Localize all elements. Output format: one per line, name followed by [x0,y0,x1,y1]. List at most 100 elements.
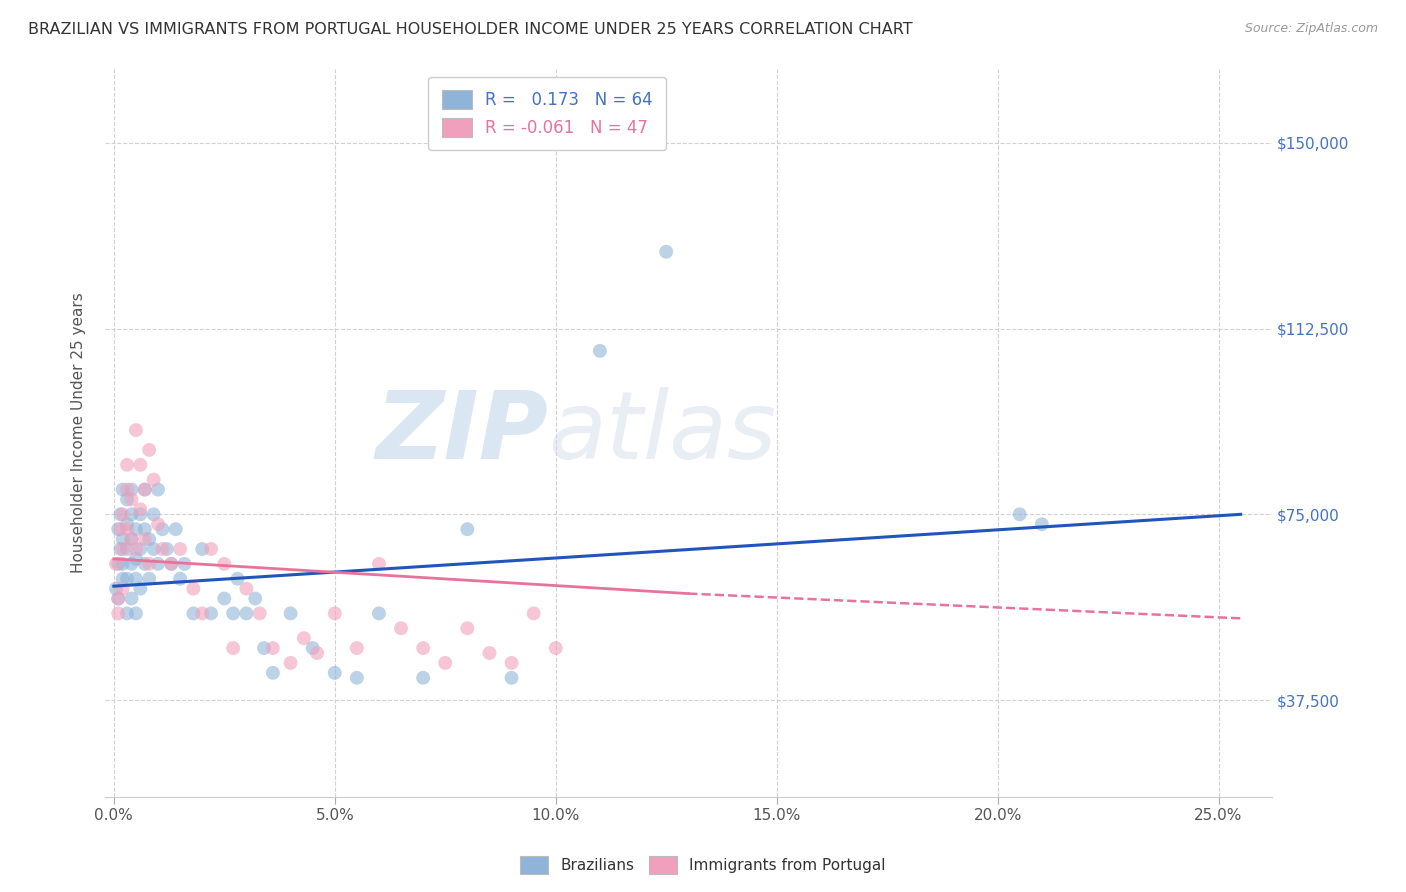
Point [501,671,523,685]
Point [1031,517,1053,532]
Point [121,483,143,497]
Point [323,607,346,621]
Point [115,541,138,556]
Point [115,607,138,621]
Text: atlas: atlas [548,387,776,478]
Point [129,582,152,596]
Point [214,591,236,606]
Point [280,607,302,621]
Point [125,522,148,536]
Point [111,582,134,596]
Point [191,541,214,556]
Point [134,557,156,571]
Point [523,607,546,621]
Point [105,557,128,571]
Point [183,607,205,621]
Point [107,591,129,606]
Point [142,473,165,487]
Point [434,656,457,670]
Point [121,508,143,522]
Point [262,665,284,680]
Point [129,502,152,516]
Point [200,541,222,556]
Text: BRAZILIAN VS IMMIGRANTS FROM PORTUGAL HOUSEHOLDER INCOME UNDER 25 YEARS CORRELAT: BRAZILIAN VS IMMIGRANTS FROM PORTUGAL HO… [28,22,912,37]
Point [323,665,346,680]
Point [129,458,152,472]
Point [222,641,245,656]
Point [214,557,236,571]
Point [301,641,323,656]
Point [292,631,315,645]
Point [235,582,257,596]
Point [115,483,138,497]
Point [111,532,134,546]
Point [134,522,156,536]
Point [125,552,148,566]
Point [368,557,391,571]
Point [138,442,160,457]
Point [456,522,478,536]
Point [173,557,195,571]
Point [125,541,148,556]
Point [589,343,612,358]
Point [412,671,434,685]
Point [191,607,214,621]
Point [134,483,156,497]
Point [235,607,257,621]
Point [115,517,138,532]
Point [115,458,138,472]
Point [1008,508,1031,522]
Point [146,557,169,571]
Point [138,532,160,546]
Point [262,641,284,656]
Point [107,557,129,571]
Point [165,522,187,536]
Point [142,541,165,556]
Y-axis label: Householder Income Under 25 years: Householder Income Under 25 years [72,293,86,573]
Point [110,522,132,536]
Point [129,541,152,556]
Text: Source: ZipAtlas.com: Source: ZipAtlas.com [1244,22,1378,36]
Point [111,483,134,497]
Point [280,656,302,670]
Point [134,483,156,497]
Legend: Brazilians, Immigrants from Portugal: Brazilians, Immigrants from Portugal [515,850,891,880]
Point [115,572,138,586]
Point [110,541,132,556]
Point [152,522,174,536]
Point [107,607,129,621]
Point [134,532,156,546]
Point [200,607,222,621]
Point [183,582,205,596]
Point [125,572,148,586]
Point [156,541,179,556]
Point [226,572,249,586]
Point [307,646,329,660]
Point [346,641,368,656]
Point [121,532,143,546]
Point [105,582,128,596]
Point [107,591,129,606]
Point [146,483,169,497]
Point [456,621,478,635]
Point [121,557,143,571]
Point [129,508,152,522]
Point [115,492,138,507]
Point [346,671,368,685]
Point [501,656,523,670]
Point [253,641,276,656]
Point [222,607,245,621]
Point [249,607,271,621]
Point [160,557,183,571]
Point [111,572,134,586]
Point [478,646,501,660]
Point [152,541,174,556]
Point [107,522,129,536]
Point [142,508,165,522]
Text: ZIP: ZIP [375,386,548,479]
Point [389,621,412,635]
Point [121,532,143,546]
Point [125,423,148,437]
Point [111,508,134,522]
Point [111,557,134,571]
